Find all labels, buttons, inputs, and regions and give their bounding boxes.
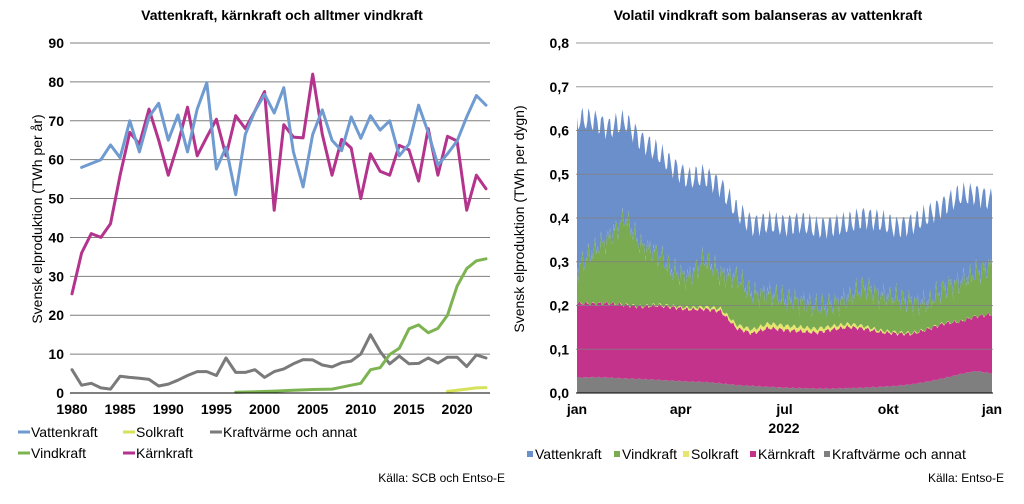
right-legend-swatch [750,451,756,457]
right-y-axis-label: Svensk elproduktion (TWh per dygn) [511,105,527,332]
right-y-tick: 0,2 [550,298,570,314]
right-gridlines [576,42,993,350]
right-legend-swatch [683,451,689,457]
left-legend: Vattenkraft Solkraft Kraftvärme och annat V… [18,424,357,461]
left-y-tick: 30 [48,268,64,284]
right-x-tick-labels: jan apr jul okt jan [566,401,1002,417]
left-legend-label: Vattenkraft [31,424,98,440]
left-legend-label: Kärnkraft [136,445,193,461]
right-legend-label: Kärnkraft [758,446,815,462]
left-y-tick: 60 [48,152,64,168]
left-y-tick: 70 [48,113,64,129]
right-y-tick: 0,8 [550,35,570,51]
left-legend-label: Vindkraft [31,445,86,461]
right-x-tick: okt [878,401,899,417]
left-y-tick: 40 [48,229,64,245]
right-y-tick: 0,0 [550,385,570,401]
right-legend-label: Solkraft [691,446,739,462]
right-x-tick: jan [981,401,1002,417]
left-x-tick: 1990 [153,401,184,417]
source-left: Källa: SCB och Entso-E [378,471,505,485]
right-x-tick: apr [670,401,692,417]
right-legend-label: Vindkraft [622,446,677,462]
right-legend-swatch [527,451,533,457]
left-x-tick: 1985 [105,401,136,417]
series-line-kärnkraft [70,72,488,296]
left-series-lines [70,72,488,394]
left-legend-label: Solkraft [136,424,184,440]
left-y-tick: 50 [48,191,64,207]
right-y-tick-labels: 0,0 0,1 0,2 0,3 0,4 0,5 0,6 0,7 0,8 [550,35,570,401]
left-y-tick: 10 [48,346,64,362]
right-legend-label: Vattenkraft [535,446,602,462]
right-legend-swatch [614,451,620,457]
right-x-axis-label: 2022 [768,420,799,436]
area-kärnkraft [577,301,992,390]
right-y-tick: 0,1 [550,341,570,357]
area-vattenkraft [577,107,992,318]
right-y-tick: 0,4 [550,210,570,226]
series-line-vindkraft [234,257,488,394]
right-y-tick: 0,7 [550,79,570,95]
left-x-tick: 1980 [56,401,87,417]
left-x-tick-labels: 1980 1985 1990 1995 2000 2005 2010 2015 2020 [56,401,472,417]
left-x-tick: 2020 [442,401,473,417]
right-legend-swatch [824,451,830,457]
left-x-tick: 2000 [249,401,280,417]
right-stacked-areas [577,107,992,393]
right-x-tick: jan [566,401,587,417]
left-legend-label: Kraftvärme och annat [223,424,357,440]
right-chart-title: Volatil vindkraft som balanseras av vatt… [614,7,923,23]
right-y-tick: 0,3 [550,254,570,270]
left-gridlines [70,42,490,355]
series-line-solkraft [446,386,488,393]
right-x-tick: jul [775,401,792,417]
source-right: Källa: Entso-E [928,471,1004,485]
left-x-tick: 2005 [297,401,328,417]
right-legend: Vattenkraft Vindkraft Solkraft Kärnkraft Kra… [527,446,966,462]
left-x-tick: 1995 [201,401,232,417]
left-y-tick: 90 [48,35,64,51]
area-solkraft [577,301,992,336]
series-line-kraftvärme-och-annat [70,333,488,391]
left-y-tick: 80 [48,74,64,90]
area-kraftvärme-och-annat [577,370,992,393]
left-x-tick: 2010 [345,401,376,417]
left-y-tick: 0 [56,385,64,401]
right-legend-label: Kraftvärme och annat [832,446,966,462]
area-vindkraft [577,206,992,335]
right-y-tick: 0,6 [550,123,570,139]
left-y-tick-labels: 0 10 20 30 40 50 60 70 80 90 [48,35,64,401]
series-line-vattenkraft [80,81,488,197]
right-y-tick: 0,5 [550,166,570,182]
left-chart-title: Vattenkraft, kärnkraft och alltmer vindk… [141,7,423,23]
left-y-axis-label: Svensk elproduktion (TWh per år) [29,114,45,323]
left-x-tick: 2015 [393,401,424,417]
left-y-tick: 20 [48,307,64,323]
